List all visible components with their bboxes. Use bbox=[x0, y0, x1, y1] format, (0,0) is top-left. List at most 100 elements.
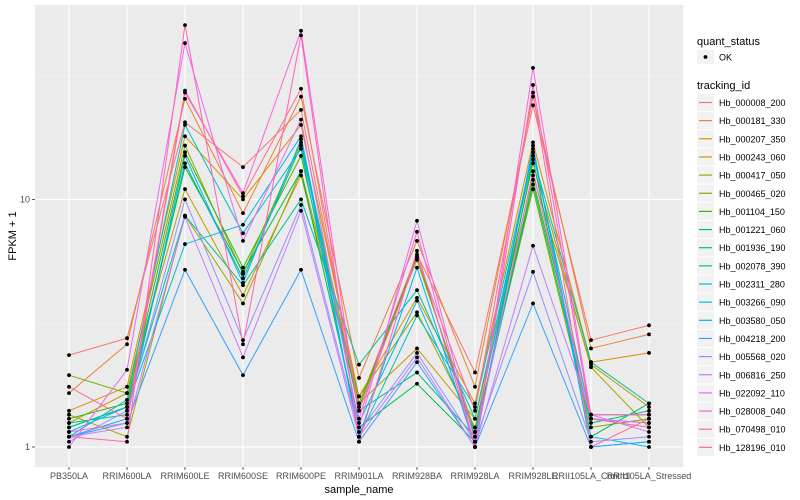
data-point bbox=[125, 342, 129, 347]
data-point bbox=[183, 23, 187, 27]
data-point bbox=[299, 173, 303, 178]
data-point bbox=[415, 355, 419, 360]
data-point bbox=[415, 218, 419, 223]
data-point bbox=[531, 301, 535, 306]
data-point bbox=[415, 248, 419, 253]
data-point bbox=[357, 430, 361, 434]
data-point bbox=[183, 96, 187, 101]
data-point bbox=[299, 169, 303, 174]
data-point bbox=[357, 401, 361, 406]
legend-label: Hb_002078_390 bbox=[719, 261, 786, 271]
data-point bbox=[67, 412, 71, 417]
data-point bbox=[241, 211, 245, 216]
data-point bbox=[67, 425, 71, 430]
data-point bbox=[183, 214, 187, 219]
data-point bbox=[357, 434, 361, 439]
data-point bbox=[531, 182, 535, 187]
data-point bbox=[415, 381, 419, 386]
data-point bbox=[299, 267, 303, 272]
data-point bbox=[183, 88, 187, 93]
data-point bbox=[241, 338, 245, 343]
data-point bbox=[241, 231, 245, 236]
data-point bbox=[241, 301, 245, 306]
data-point bbox=[589, 425, 593, 430]
data-point bbox=[647, 439, 651, 444]
data-point bbox=[125, 336, 129, 341]
data-point bbox=[357, 405, 361, 409]
x-tick-label: RRII105LA_Control bbox=[552, 471, 630, 481]
data-point bbox=[299, 86, 303, 91]
data-point bbox=[647, 421, 651, 425]
data-point bbox=[415, 298, 419, 303]
legend-label: Hb_000417_050 bbox=[719, 171, 786, 181]
legend-label: Hb_000008_200 bbox=[719, 98, 786, 108]
legend-label: Hb_128196_010 bbox=[719, 443, 786, 453]
data-point bbox=[357, 425, 361, 430]
data-point bbox=[125, 408, 129, 413]
data-point bbox=[67, 430, 71, 434]
data-point bbox=[647, 323, 651, 328]
x-axis-title: sample_name bbox=[324, 484, 393, 496]
data-point bbox=[473, 434, 477, 439]
data-point bbox=[473, 405, 477, 409]
data-point bbox=[183, 242, 187, 246]
legend-label: Hb_003580_050 bbox=[719, 316, 786, 326]
legend: quant_status OK tracking_id Hb_000008_200 Hb… bbox=[697, 36, 786, 456]
data-point bbox=[357, 408, 361, 413]
legend-label: Hb_002311_280 bbox=[719, 280, 785, 290]
point-legend-icon bbox=[703, 55, 708, 59]
data-point bbox=[241, 222, 245, 227]
data-point bbox=[241, 165, 245, 170]
data-point bbox=[473, 408, 477, 413]
data-point bbox=[183, 41, 187, 45]
data-point bbox=[473, 401, 477, 406]
data-point bbox=[589, 365, 593, 370]
data-point bbox=[299, 134, 303, 139]
x-tick-label: RRIM928LA bbox=[450, 471, 499, 481]
data-point bbox=[67, 421, 71, 425]
data-point bbox=[589, 346, 593, 351]
data-point bbox=[589, 439, 593, 444]
data-point bbox=[647, 445, 651, 449]
legend-label: Hb_005568_020 bbox=[719, 352, 786, 362]
data-point bbox=[589, 434, 593, 439]
y-axis-title: FPKM + 1 bbox=[7, 211, 19, 260]
data-point bbox=[299, 28, 303, 33]
data-point bbox=[241, 373, 245, 378]
data-point bbox=[415, 310, 419, 315]
shape-legend-title: quant_status bbox=[697, 36, 760, 48]
data-point bbox=[67, 391, 71, 396]
data-point bbox=[183, 134, 187, 139]
data-point bbox=[415, 238, 419, 243]
data-point bbox=[67, 353, 71, 358]
x-tick-label: RRIM600PE bbox=[276, 471, 326, 481]
data-point bbox=[589, 421, 593, 425]
data-point bbox=[299, 197, 303, 202]
data-point bbox=[125, 397, 129, 402]
data-point bbox=[125, 439, 129, 444]
x-tick-label: RRII105LA_Stressed bbox=[607, 471, 692, 481]
data-point bbox=[647, 350, 651, 355]
legend-label: Hb_000243_060 bbox=[719, 152, 786, 162]
data-point bbox=[415, 370, 419, 375]
data-point bbox=[67, 408, 71, 413]
legend-label: Hb_028008_040 bbox=[719, 407, 786, 417]
data-point bbox=[241, 269, 245, 274]
data-point bbox=[125, 391, 129, 396]
data-point bbox=[183, 120, 187, 125]
data-point bbox=[183, 187, 187, 192]
data-point bbox=[589, 360, 593, 365]
data-point bbox=[531, 83, 535, 87]
legend-label: Hb_006816_250 bbox=[719, 370, 786, 380]
data-point bbox=[647, 332, 651, 337]
data-point bbox=[531, 146, 535, 151]
data-point bbox=[299, 107, 303, 112]
data-point bbox=[415, 350, 419, 355]
data-point bbox=[241, 355, 245, 360]
data-point bbox=[647, 430, 651, 434]
data-point bbox=[415, 288, 419, 293]
data-point bbox=[531, 90, 535, 95]
color-legend-title: tracking_id bbox=[697, 80, 750, 92]
data-point bbox=[299, 137, 303, 142]
data-point bbox=[241, 197, 245, 202]
